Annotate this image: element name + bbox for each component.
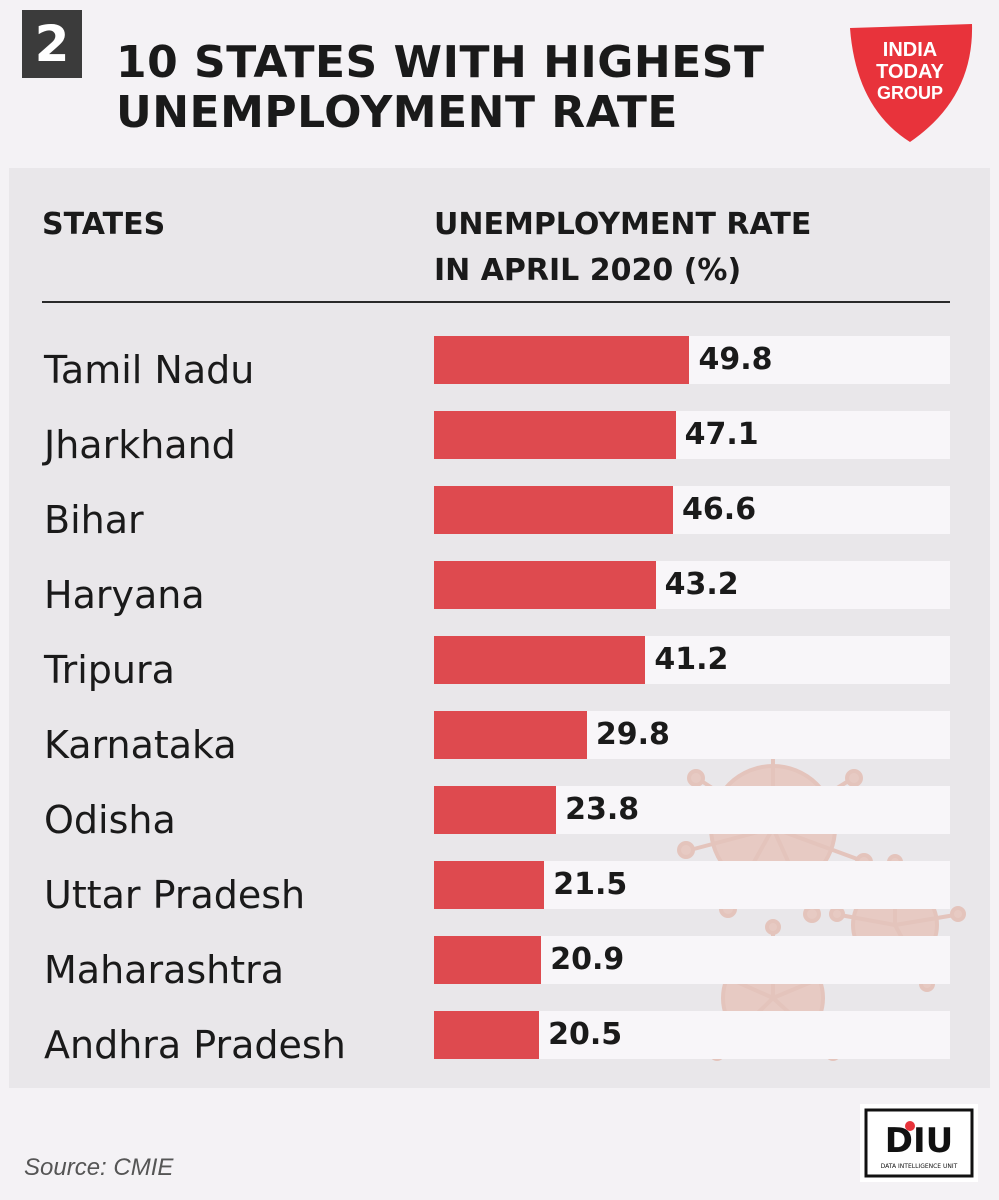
bar-value-label: 49.8 <box>698 342 773 377</box>
bar-value-label: 21.5 <box>553 867 628 902</box>
rate-header-line-2: IN APRIL 2020 (%) <box>434 253 742 288</box>
bar-value-label: 46.6 <box>682 492 757 527</box>
state-label: Tripura <box>44 648 175 692</box>
title-line-2: UNEMPLOYMENT RATE <box>116 87 678 138</box>
state-label: Haryana <box>44 573 205 617</box>
bar <box>434 786 557 834</box>
state-label: Bihar <box>44 498 144 542</box>
bar <box>434 411 676 459</box>
column-header-rate: UNEMPLOYMENT RATE IN APRIL 2020 (%) <box>434 202 954 294</box>
state-label: Uttar Pradesh <box>44 873 306 917</box>
diu-logo-subtext: DATA INTELLIGENCE UNIT <box>881 1163 958 1170</box>
state-label: Jharkhand <box>44 423 236 467</box>
bar <box>434 861 545 909</box>
state-label: Odisha <box>44 798 176 842</box>
badge-number: 2 <box>34 15 70 73</box>
bar <box>434 561 656 609</box>
bar-value-label: 47.1 <box>684 417 759 452</box>
chart-panel <box>9 168 990 1088</box>
header-divider <box>42 301 950 303</box>
diu-logo: DIU DATA INTELLIGENCE UNIT <box>860 1104 978 1182</box>
bar <box>434 336 690 384</box>
bar-value-label: 20.9 <box>550 942 625 977</box>
title-line-1: 10 STATES WITH HIGHEST <box>116 37 765 88</box>
diu-logo-text: DIU <box>885 1121 953 1161</box>
bar <box>434 486 674 534</box>
state-label: Tamil Nadu <box>44 348 255 392</box>
bar-value-label: 29.8 <box>595 717 670 752</box>
column-header-states: STATES <box>42 207 166 242</box>
logo-line-2: TODAY <box>876 61 944 83</box>
india-today-group-logo: INDIA TODAY GROUP <box>850 24 973 142</box>
bar-value-label: 20.5 <box>548 1017 623 1052</box>
logo-line-1: INDIA <box>883 39 937 61</box>
chart-number-badge: 2 <box>22 10 82 78</box>
source-note: Source: CMIE <box>24 1154 174 1181</box>
bar <box>434 636 646 684</box>
rate-header-line-1: UNEMPLOYMENT RATE <box>434 207 812 242</box>
bar-value-label: 41.2 <box>654 642 729 677</box>
bar <box>434 936 542 984</box>
bar <box>434 1011 540 1059</box>
logo-line-3: GROUP <box>877 83 943 103</box>
bar-value-label: 23.8 <box>565 792 640 827</box>
state-label: Andhra Pradesh <box>44 1023 346 1067</box>
state-label: Maharashtra <box>44 948 285 992</box>
bar-value-label: 43.2 <box>664 567 739 602</box>
state-label: Karnataka <box>44 723 237 767</box>
chart-title: 10 STATES WITH HIGHEST UNEMPLOYMENT RATE <box>116 38 816 138</box>
bar <box>434 711 587 759</box>
